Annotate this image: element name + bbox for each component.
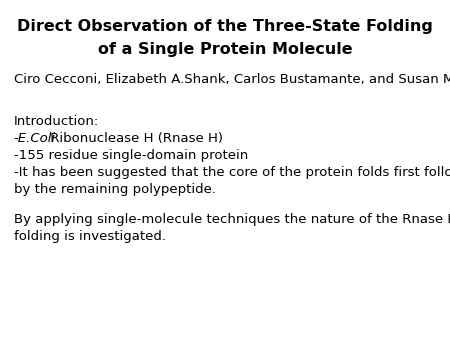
- Text: By applying single-molecule techniques the nature of the Rnase H: By applying single-molecule techniques t…: [14, 213, 450, 226]
- Text: -155 residue single-domain protein: -155 residue single-domain protein: [14, 149, 248, 162]
- Text: Ribonuclease H (Rnase H): Ribonuclease H (Rnase H): [46, 132, 223, 145]
- Text: -E.Coli: -E.Coli: [14, 132, 55, 145]
- Text: by the remaining polypeptide.: by the remaining polypeptide.: [14, 183, 216, 196]
- Text: of a Single Protein Molecule: of a Single Protein Molecule: [98, 42, 352, 57]
- Text: Direct Observation of the Three-State Folding: Direct Observation of the Three-State Fo…: [17, 19, 433, 33]
- Text: -It has been suggested that the core of the protein folds first followed: -It has been suggested that the core of …: [14, 166, 450, 179]
- Text: Introduction:: Introduction:: [14, 115, 99, 128]
- Text: Ciro Cecconi, Elizabeth A.Shank, Carlos Bustamante, and Susan Marqusee: Ciro Cecconi, Elizabeth A.Shank, Carlos …: [14, 73, 450, 86]
- Text: folding is investigated.: folding is investigated.: [14, 230, 166, 243]
